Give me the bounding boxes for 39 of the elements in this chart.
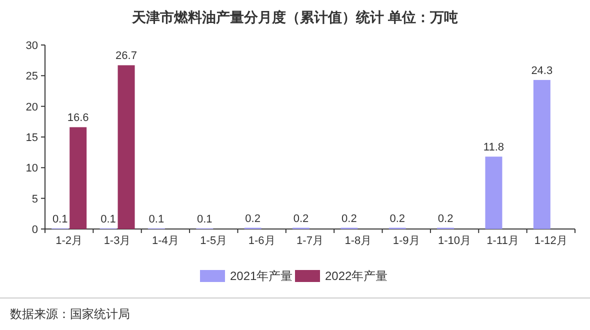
bar (70, 127, 87, 229)
data-label: 0.2 (390, 212, 406, 225)
data-label: 0.1 (196, 213, 212, 226)
y-tick-label: 5 (32, 193, 38, 206)
legend-label: 2021年产量 (230, 269, 293, 283)
data-label: 11.8 (483, 142, 504, 154)
data-label: 24.3 (531, 64, 553, 77)
y-tick-label: 20 (26, 101, 38, 114)
x-tick-label: 1-12月 (534, 235, 568, 247)
data-label: 26.7 (116, 50, 137, 62)
x-tick-label: 1-11月 (486, 235, 519, 247)
source-note: 数据来源：国家统计局 (10, 307, 130, 321)
x-tick-label: 1-9月 (392, 235, 420, 247)
y-tick-label: 30 (26, 40, 38, 52)
data-label: 0.1 (100, 213, 116, 226)
y-tick-label: 25 (26, 70, 38, 83)
x-tick-label: 1-3月 (104, 235, 131, 247)
x-tick-label: 1-4月 (152, 235, 179, 247)
data-label: 0.2 (342, 212, 357, 225)
x-tick-label: 1-10月 (438, 235, 472, 247)
bar (118, 65, 135, 229)
data-label: 0.2 (245, 212, 260, 225)
y-tick-label: 10 (26, 162, 38, 175)
bar (485, 156, 502, 229)
x-tick-label: 1-2月 (56, 235, 83, 247)
data-label: 0.2 (293, 212, 309, 225)
x-tick-label: 1-6月 (248, 235, 276, 247)
x-tick-label: 1-5月 (200, 235, 228, 247)
data-label: 0.1 (52, 213, 68, 226)
data-label: 0.2 (438, 212, 454, 225)
data-label: 16.6 (67, 112, 89, 124)
x-tick-label: 1-8月 (344, 235, 372, 247)
bar (533, 80, 550, 229)
data-label: 0.1 (148, 213, 164, 226)
x-tick-label: 1-7月 (296, 235, 324, 247)
y-tick-label: 15 (26, 132, 38, 144)
y-tick-label: 0 (32, 224, 38, 236)
chart-title: 天津市燃料油产量分月度（累计值）统计 单位：万吨 (131, 9, 458, 25)
legend-label: 2022年产量 (325, 269, 388, 283)
